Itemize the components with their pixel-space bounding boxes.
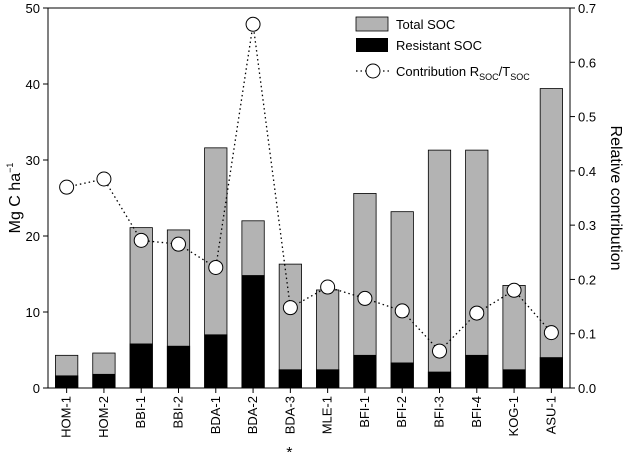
- x-tick-label: MLE-1: [320, 396, 335, 434]
- contribution-point: [543, 325, 559, 341]
- contribution-point: [171, 236, 186, 252]
- legend-label-total-soc: Total SOC: [396, 17, 455, 32]
- x-tick-label: ASU-1: [543, 396, 558, 434]
- bar-resistant-soc: [241, 275, 265, 389]
- bar-total-soc: [539, 88, 563, 389]
- asterisk-marker: *: [286, 445, 292, 452]
- contribution-point: [469, 305, 485, 321]
- x-tick-label: BBI-2: [171, 396, 186, 429]
- y-left-tick-label: 10: [26, 305, 40, 320]
- legend-label-contribution: Contribution RSOC/TSOC: [396, 64, 530, 82]
- contribution-point: [59, 179, 75, 195]
- bar-resistant-soc: [353, 354, 377, 389]
- bar-resistant-soc: [92, 373, 116, 389]
- axes-group: 0 10 20 30 40 50 0.0 0.1 0.2 0.3 0.4 0.5 0.6 0.7 HOM-1…: [26, 1, 597, 452]
- bar-resistant-soc: [427, 371, 452, 389]
- bar-resistant-soc: [55, 375, 79, 389]
- y-right-tick-label: 0.6: [578, 55, 596, 70]
- bar-resistant-soc: [204, 334, 228, 389]
- contribution-point: [282, 300, 298, 316]
- contribution-point: [133, 232, 149, 248]
- bar-resistant-soc: [539, 357, 563, 389]
- y-left-tick-label: 20: [26, 229, 40, 244]
- bar-resistant-soc: [129, 343, 153, 389]
- legend-swatch-resistant-soc: [356, 38, 388, 52]
- legend-label-resistant-soc: Resistant SOC: [396, 38, 482, 53]
- bar-resistant-soc: [316, 369, 340, 389]
- y-left-tick-label: 0: [33, 381, 40, 396]
- contribution-point: [394, 303, 410, 319]
- y-right-tick-label: 0.3: [578, 218, 596, 233]
- x-tick-label: BFI-2: [394, 396, 409, 428]
- x-tick-label: BDA-2: [245, 396, 260, 434]
- x-tick-label: KOG-1: [506, 396, 521, 436]
- bar-resistant-soc: [465, 354, 489, 389]
- bars-group: [55, 88, 563, 389]
- y-right-tick-label: 0.2: [578, 272, 596, 287]
- legend-circle-marker: [365, 63, 381, 79]
- x-tick-label: BFI-1: [357, 396, 372, 428]
- y-right-axis-title: Relative contribution: [607, 126, 624, 271]
- contribution-point: [208, 259, 224, 275]
- y-right-tick-label: 0.5: [578, 110, 596, 125]
- contribution-point: [96, 171, 112, 187]
- contribution-point: [506, 282, 522, 298]
- y-right-tick-label: 0.4: [578, 164, 596, 179]
- bar-resistant-soc: [390, 362, 414, 389]
- contribution-point: [245, 16, 261, 32]
- contribution-point: [357, 290, 373, 306]
- x-tick-label: HOM-2: [96, 396, 111, 438]
- x-tick-label: BFI-3: [432, 396, 447, 428]
- bar-total-soc: [465, 149, 489, 389]
- y-left-tick-label: 50: [26, 1, 40, 16]
- plot-frame: [47, 7, 571, 389]
- x-tick-label: BDA-3: [282, 396, 297, 434]
- x-tick-label: BBI-1: [133, 396, 148, 429]
- bar-resistant-soc: [502, 369, 526, 389]
- bar-resistant-soc: [278, 369, 302, 389]
- y-left-axis-title: Mg C ha−1: [5, 163, 24, 234]
- legend-swatch-total-soc: [355, 16, 389, 32]
- y-right-tick-label: 0.1: [578, 327, 596, 342]
- y-left-tick-label: 30: [26, 153, 40, 168]
- y-right-tick-label: 0.0: [578, 381, 596, 396]
- y-left-tick-label: 40: [26, 77, 40, 92]
- contribution-line-group: [59, 16, 559, 359]
- x-tick-label: HOM-1: [59, 396, 74, 438]
- bar-total-soc: [390, 211, 414, 389]
- legend: Total SOC Resistant SOC Contribution RSO…: [355, 16, 530, 82]
- y-right-tick-label: 0.7: [578, 1, 596, 16]
- x-tick-label: BDA-1: [208, 396, 223, 434]
- bar-resistant-soc: [166, 345, 191, 389]
- x-tick-label: BFI-4: [469, 396, 484, 428]
- contribution-point: [432, 343, 447, 359]
- contribution-point: [320, 279, 336, 295]
